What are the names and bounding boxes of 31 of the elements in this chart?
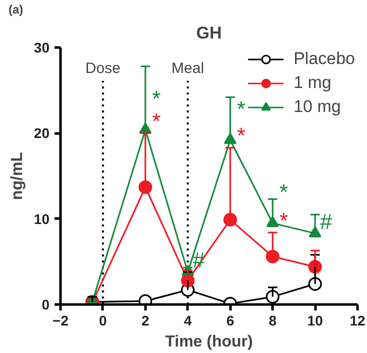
y-tick-label: 10 bbox=[34, 210, 50, 227]
x-tick-label: 8 bbox=[268, 312, 277, 328]
x-tick-label: −2 bbox=[52, 312, 69, 328]
ref-line-label: Meal bbox=[172, 60, 204, 78]
point bbox=[138, 180, 152, 194]
ref-line-label: Dose bbox=[85, 60, 120, 78]
x-tick-label: 0 bbox=[99, 312, 108, 328]
legend-label: Placebo bbox=[294, 49, 355, 69]
x-axis-title: Time (hour) bbox=[165, 334, 253, 350]
x-tick-label: 12 bbox=[350, 312, 366, 328]
text: (a) bbox=[8, 2, 24, 16]
annotation: * bbox=[236, 123, 246, 148]
point bbox=[223, 212, 238, 226]
x-tick-label: 2 bbox=[141, 312, 150, 328]
x-tick-label: 6 bbox=[226, 312, 234, 328]
annotation: * bbox=[152, 108, 162, 134]
annotation: # bbox=[320, 208, 333, 234]
annotation: * bbox=[152, 86, 162, 112]
legend-label: 1 mg bbox=[294, 73, 332, 93]
x-tick-label: 10 bbox=[307, 312, 324, 328]
annotation: * bbox=[236, 96, 246, 122]
point bbox=[308, 226, 322, 238]
y-tick-label: 0 bbox=[42, 296, 50, 312]
annotation: * bbox=[279, 208, 288, 234]
y-axis-title: ng/mL bbox=[8, 152, 26, 200]
annotation: * bbox=[279, 180, 288, 205]
chart-title: GH bbox=[196, 24, 222, 42]
y-tick-label: 30 bbox=[34, 40, 50, 56]
x-tick-label: 4 bbox=[184, 312, 192, 328]
y-tick-label: 20 bbox=[34, 125, 50, 142]
legend-label: 10 mg bbox=[294, 97, 341, 117]
